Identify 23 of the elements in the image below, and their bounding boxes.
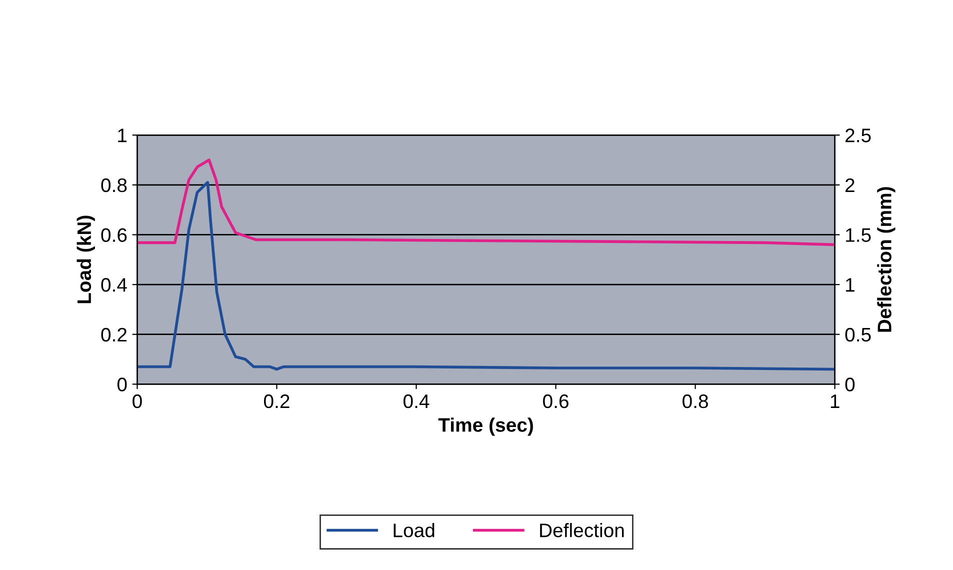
x-tick-label: 0.6: [543, 394, 568, 408]
x-tick-label: 1: [830, 394, 840, 408]
y2-axis-title: Deflection (mm): [877, 187, 896, 332]
x-tick-label: 0.4: [404, 394, 430, 408]
y2-tick-label: 1: [846, 278, 854, 292]
legend-label: Load: [394, 522, 434, 538]
y-axis-title: Load (kN): [76, 216, 95, 304]
x-tick-label: 0.2: [264, 394, 290, 408]
x-tick-label: 0.8: [682, 394, 708, 408]
y-tick-label: 1: [118, 128, 127, 142]
y2-tick-label: 0.5: [845, 328, 871, 342]
x-tick-label: 0: [132, 394, 142, 408]
y-tick-label: 0.8: [101, 178, 127, 192]
y-tick-label: 0.2: [101, 328, 127, 342]
legend-label: Deflection: [540, 522, 624, 538]
y-tick-label: 0: [117, 378, 127, 392]
y-tick-label: 0.4: [101, 278, 127, 292]
y2-tick-label: 2: [846, 178, 854, 192]
y2-tick-label: 0: [845, 378, 855, 392]
y-tick-label: 0.6: [101, 228, 127, 242]
x-axis-title: Time (sec): [438, 418, 533, 436]
y2-tick-label: 1.5: [846, 228, 871, 242]
y2-tick-label: 2.5: [846, 128, 871, 142]
